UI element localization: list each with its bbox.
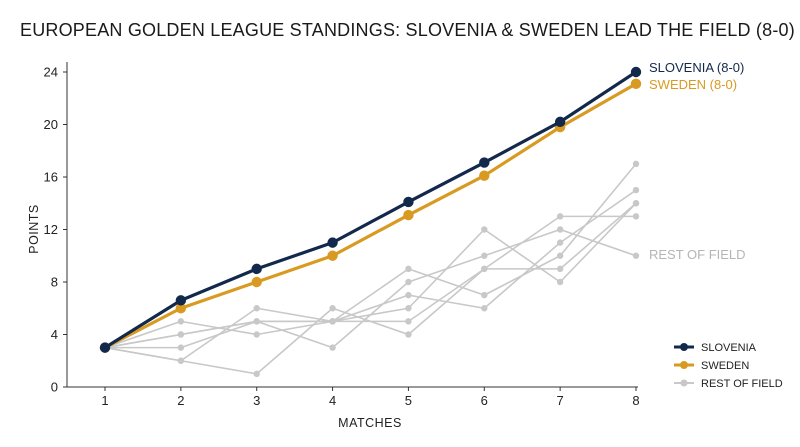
series-rest-of-field-2 [101,160,640,351]
y-tick-label: 4 [51,327,58,342]
data-point [177,344,185,351]
y-tick-label: 24 [44,65,58,80]
data-point [632,186,640,194]
data-point [327,237,338,248]
data-point [251,263,262,275]
legend-item-rest-of-field: REST OF FIELD [674,378,783,390]
data-point [405,318,412,325]
highlight-series-group [99,66,642,353]
data-point [327,250,338,261]
data-point [253,305,260,312]
data-point [554,116,566,128]
legend-label-slovenia: SLOVENIA [701,342,757,354]
legend-item-slovenia: SLOVENIA [674,342,757,354]
legend-marker-slovenia [680,343,688,351]
series-line [104,202,637,362]
data-point [329,318,336,325]
data-point [556,226,564,233]
data-point [175,303,187,314]
x-tick-label: 5 [405,393,412,408]
series-line [104,202,637,375]
data-point [251,276,262,288]
x-tick-label: 6 [481,393,488,408]
legend-label-sweden: SWEDEN [701,360,749,372]
data-point [253,318,260,325]
y-tick-label: 0 [51,380,58,395]
x-tick-label: 2 [177,393,184,408]
data-point [630,78,642,90]
data-point [177,318,185,325]
legend-item-sweden: SWEDEN [674,360,749,372]
data-point [405,265,412,273]
data-point [405,291,412,299]
y-tick-label: 12 [44,222,58,237]
rest-series-group [101,160,640,378]
data-point [556,265,564,273]
series-slovenia-0 [99,66,642,353]
legend-label-rest-of-field: REST OF FIELD [701,378,783,390]
data-point [556,252,564,259]
data-point [479,157,490,168]
series-rest-of-field-7 [101,200,640,378]
data-point [175,295,187,306]
data-point [403,209,414,221]
data-point [556,278,564,286]
legend: SLOVENIA SWEDEN REST OF FIELD [674,342,783,390]
rest-of-field-annotation: REST OF FIELD [649,247,746,262]
data-point [556,213,564,220]
x-axis-label: MATCHES [338,416,402,430]
data-point [99,342,111,353]
y-tick-label: 16 [44,170,58,185]
data-point [329,344,336,351]
data-point [481,305,488,312]
data-point [479,170,490,181]
series-line [104,228,637,349]
x-tick-group: 1 2 3 4 5 6 7 8 [101,387,640,408]
data-point [632,160,640,168]
x-axis: 1 2 3 4 5 6 7 8 [67,386,640,408]
slovenia-end-label: SLOVENIA (8-0) [649,60,744,75]
data-point [481,291,488,299]
data-point [632,252,640,259]
data-point [481,226,488,233]
series-rest-of-field-5 [101,200,640,364]
x-tick-label: 7 [557,393,564,408]
data-point [630,66,642,78]
data-point [481,265,488,273]
data-point [556,239,564,246]
sweden-end-label: SWEDEN (8-0) [649,77,737,92]
data-point [405,278,412,286]
chart-title: EUROPEAN GOLDEN LEAGUE STANDINGS: SLOVEN… [20,20,795,40]
x-tick-label: 3 [253,393,260,408]
data-point [405,331,412,338]
y-axis-label: POINTS [27,204,41,254]
legend-marker-rest-of-field [680,379,688,387]
data-point [253,370,260,378]
data-point [329,305,336,312]
x-tick-label: 8 [632,393,639,408]
data-point [632,200,640,207]
data-point [481,252,488,259]
data-point [253,331,260,338]
y-tick-label: 20 [44,117,58,132]
y-tick-group: 0 4 8 12 16 20 24 [44,65,67,395]
series-line [104,163,637,349]
data-point [632,213,640,220]
y-tick-label: 8 [51,275,58,290]
data-point [405,305,412,312]
data-point [177,357,185,364]
y-axis: 0 4 8 12 16 20 24 [44,62,68,395]
data-point [177,331,185,338]
series-line [103,70,638,350]
data-point [403,196,414,208]
x-tick-label: 1 [101,393,108,408]
legend-marker-sweden [680,361,688,369]
x-tick-label: 4 [329,393,336,408]
series-line [103,82,638,350]
